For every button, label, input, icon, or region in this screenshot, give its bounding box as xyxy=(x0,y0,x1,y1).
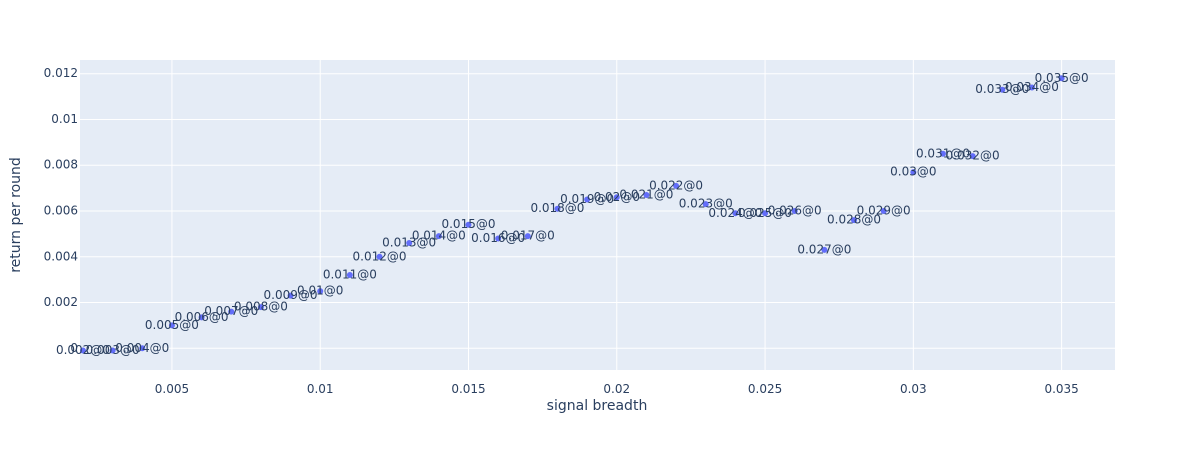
data-point-label: 0.006@0 xyxy=(175,310,229,324)
data-point-label: 0.016@0 xyxy=(471,231,525,245)
y-gridlines xyxy=(80,73,1115,349)
data-point-label: 0.011@0 xyxy=(323,268,377,282)
data-point xyxy=(643,191,650,198)
data-point-label: 0.025@0 xyxy=(738,206,792,220)
data-point xyxy=(969,153,976,160)
data-point xyxy=(910,169,917,176)
data-point-label: 0.024@0 xyxy=(708,206,762,220)
data-point-label: 0.003@0 xyxy=(86,343,140,357)
data-point-label: 0.014@0 xyxy=(412,229,466,243)
data-point xyxy=(139,345,146,352)
x-tick-label: 0.025 xyxy=(748,382,782,396)
data-point xyxy=(346,272,353,279)
data-point-label: 0.018@0 xyxy=(530,201,584,215)
data-point-label: 0.005@0 xyxy=(145,318,199,332)
plot-background xyxy=(80,60,1115,370)
data-point xyxy=(702,201,709,208)
x-tick-label: 0.03 xyxy=(900,382,927,396)
data-point-label: 0.026@0 xyxy=(768,203,822,217)
data-point-label: 0.007@0 xyxy=(204,304,258,318)
y-tick-label: 0.008 xyxy=(44,158,78,172)
data-point xyxy=(524,233,531,240)
data-point xyxy=(584,196,591,203)
data-point-label: 0.023@0 xyxy=(679,197,733,211)
data-point-label: 0.027@0 xyxy=(797,242,851,256)
data-point-label: 0.009@0 xyxy=(264,288,318,302)
data-point xyxy=(228,308,235,315)
data-point xyxy=(109,347,116,354)
x-tick-label: 0.015 xyxy=(451,382,485,396)
data-point-label: 0.017@0 xyxy=(501,229,555,243)
y-tick-label: 0.012 xyxy=(44,66,78,80)
y-tick-labels: 0 0.002 0.004 0.006 0.008 0.01 0.012 xyxy=(44,66,78,355)
x-tick-label: 0.02 xyxy=(603,382,630,396)
data-point xyxy=(495,235,502,242)
data-point xyxy=(821,246,828,253)
data-point xyxy=(168,322,175,329)
data-point xyxy=(317,288,324,295)
data-point xyxy=(1058,75,1065,82)
data-point-label: 0.035@0 xyxy=(1035,71,1089,85)
x-axis-title: signal breadth xyxy=(547,398,648,414)
data-point-label: 0.022@0 xyxy=(649,178,703,192)
data-point xyxy=(613,194,620,201)
data-point-label: 0.03@0 xyxy=(890,165,936,179)
data-point-label: 0.015@0 xyxy=(441,217,495,231)
data-point xyxy=(851,217,858,224)
data-point-label: 0.033@0 xyxy=(975,82,1029,96)
data-point xyxy=(376,253,383,260)
data-point xyxy=(554,205,561,212)
x-tick-label: 0.035 xyxy=(1044,382,1078,396)
data-point-label: 0.002@0 xyxy=(56,343,110,357)
data-point-label: 0.021@0 xyxy=(619,187,673,201)
data-point-label: 0.02@0 xyxy=(594,190,640,204)
y-tick-label: 0.002 xyxy=(44,295,78,309)
data-point xyxy=(762,210,769,217)
data-point-label: 0.031@0 xyxy=(916,146,970,160)
data-point xyxy=(465,221,472,228)
data-point xyxy=(999,86,1006,93)
data-point xyxy=(406,240,413,247)
y-tick-label: 0.004 xyxy=(44,249,78,263)
data-point xyxy=(1028,84,1035,91)
data-point-label: 0.029@0 xyxy=(857,203,911,217)
data-point xyxy=(79,347,86,354)
data-point-label: 0.034@0 xyxy=(1005,80,1059,94)
x-tick-labels: 0.005 0.01 0.015 0.02 0.025 0.03 0.035 xyxy=(155,382,1079,396)
data-point xyxy=(435,233,442,240)
data-point-label: 0.004@0 xyxy=(115,341,169,355)
data-point xyxy=(939,150,946,157)
data-points xyxy=(79,75,1065,354)
data-point xyxy=(198,314,205,321)
data-point-label: 0.01@0 xyxy=(297,284,343,298)
data-point xyxy=(732,210,739,217)
data-point-label: 0.019@0 xyxy=(560,192,614,206)
data-point xyxy=(673,182,680,189)
point-labels: 0.002@00.003@00.004@0 0.005@00.006@00.007… xyxy=(56,71,1089,357)
data-point-label: 0.013@0 xyxy=(382,236,436,250)
y-axis-title: return per round xyxy=(8,157,24,273)
y-tick-label: 0.006 xyxy=(44,203,78,217)
data-point-label: 0.008@0 xyxy=(234,300,288,314)
data-point xyxy=(880,207,887,214)
data-point-label: 0.028@0 xyxy=(827,213,881,227)
data-point xyxy=(257,304,264,311)
data-point xyxy=(287,292,294,299)
x-tick-label: 0.01 xyxy=(307,382,334,396)
x-tick-label: 0.005 xyxy=(155,382,189,396)
data-point-label: 0.032@0 xyxy=(946,149,1000,163)
y-tick-label: 0.01 xyxy=(51,112,78,126)
y-tick-label: 0 xyxy=(70,341,78,355)
data-point xyxy=(791,207,798,214)
data-point-label: 0.012@0 xyxy=(353,249,407,263)
